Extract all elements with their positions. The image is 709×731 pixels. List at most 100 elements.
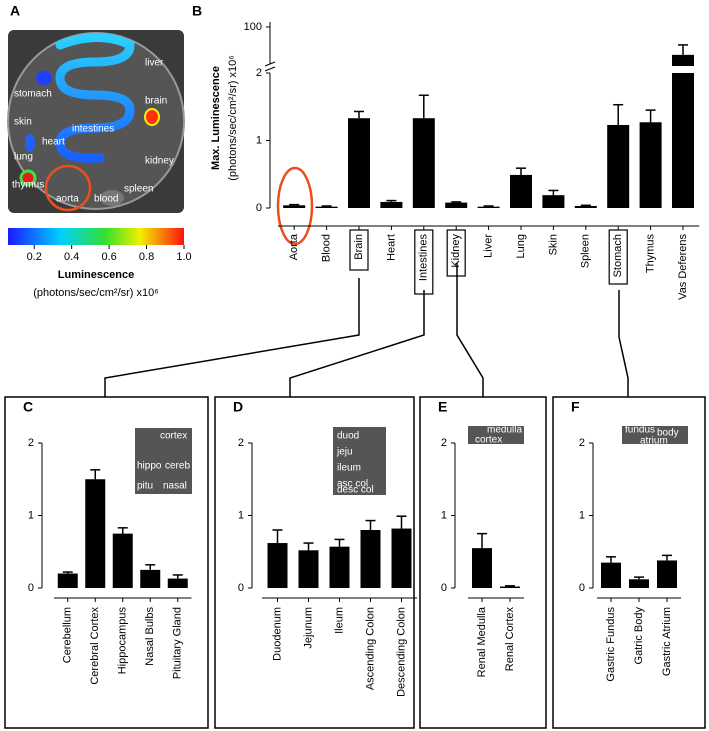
organ-label: liver <box>145 58 164 69</box>
bar <box>267 543 288 588</box>
y-tick-label: 0 <box>579 582 585 594</box>
bar <box>672 73 694 208</box>
y-tick-label: 0 <box>441 582 447 594</box>
x-tick-label: Ascending Colon <box>364 607 376 690</box>
y-tick-label: 2 <box>441 437 447 449</box>
colorbar <box>8 228 184 245</box>
colorbar-subtitle: (photons/sec/cm²/sr) x10⁶ <box>33 287 159 299</box>
bar <box>112 533 133 588</box>
panel-letter: D <box>233 399 243 415</box>
bar <box>672 54 694 66</box>
bar <box>607 124 630 208</box>
connectors <box>4 263 706 729</box>
organ-label: lung <box>14 152 33 163</box>
panel-letter: F <box>571 399 580 415</box>
bar <box>510 174 532 208</box>
x-tick-label: Lung <box>515 234 527 258</box>
bar <box>445 202 468 208</box>
bar <box>360 530 381 588</box>
x-tick-label: Ileum <box>333 607 345 634</box>
inset-label: duod <box>337 431 359 442</box>
inset-label: cortex <box>160 431 187 442</box>
organ-label: blood <box>94 194 118 205</box>
organ-label: stomach <box>14 89 52 100</box>
bar <box>348 118 370 208</box>
panel-letter: E <box>438 399 447 415</box>
y-tick-label: 100 <box>244 21 262 33</box>
bar <box>542 195 565 208</box>
bar <box>629 579 649 588</box>
organ-label: kidney <box>145 156 174 167</box>
x-tick-label: Renal Medulla <box>476 606 488 677</box>
category-box <box>608 229 628 285</box>
x-tick-label: Blood <box>321 234 333 262</box>
x-tick-label: Liver <box>483 234 495 258</box>
bar <box>601 562 621 588</box>
colorbar-tick-label: 0.6 <box>101 251 116 263</box>
x-tick-label: Duodenum <box>271 607 283 661</box>
x-tick-label: Nasal Bulbs <box>144 607 156 666</box>
bar <box>639 122 662 208</box>
inset-label: fundus <box>625 425 655 436</box>
x-tick-label: Kidney <box>450 234 462 268</box>
y-tick-label: 0 <box>256 202 262 214</box>
colorbar-title: Luminescence <box>58 269 134 281</box>
bar <box>315 206 338 208</box>
organ-label: thymus <box>12 180 44 191</box>
organ-label: intestines <box>72 124 114 135</box>
category-box <box>349 229 369 271</box>
inset-label: hippo <box>137 461 162 472</box>
aorta-highlight <box>276 166 314 246</box>
x-tick-label: Stomach <box>612 234 624 277</box>
x-tick-label: Gastric Atrium <box>661 607 673 676</box>
x-tick-label: Intestines <box>418 234 430 282</box>
colorbar-tick-label: 0.2 <box>27 251 42 263</box>
bar <box>329 546 350 588</box>
y-tick-label: 0 <box>238 582 244 594</box>
panel-letter: C <box>23 399 33 415</box>
y-tick-label: 1 <box>28 509 34 521</box>
panel-letter: B <box>192 3 202 19</box>
inset-label: asc col <box>337 479 368 490</box>
panel-letter: A <box>10 3 20 19</box>
y-axis-title: Max. Luminescence <box>210 66 222 170</box>
x-tick-label: Renal Cortex <box>504 607 516 672</box>
y-tick-label: 1 <box>256 134 262 146</box>
bar <box>57 573 78 588</box>
inset-label: medulla <box>487 425 522 436</box>
category-box <box>414 229 434 295</box>
bar <box>657 560 677 588</box>
organ-label: heart <box>42 137 65 148</box>
y-tick-label: 2 <box>238 437 244 449</box>
axis-break <box>264 66 276 72</box>
x-tick-label: Hippocampus <box>117 607 129 675</box>
inset-label: desc col <box>337 485 374 496</box>
bar <box>574 205 597 208</box>
organ-label: spleen <box>124 184 153 195</box>
inset-label: body <box>657 428 679 439</box>
x-tick-label: Gatric Body <box>633 607 645 665</box>
x-tick-label: Skin <box>547 234 559 255</box>
x-tick-label: Thymus <box>645 234 657 274</box>
axis-break <box>264 61 276 67</box>
insets <box>135 426 688 495</box>
colorbar-tick-label: 0.4 <box>64 251 79 263</box>
organ-label: aorta <box>56 194 79 205</box>
x-tick-label: Jejunum <box>302 607 314 649</box>
y-tick-label: 1 <box>238 509 244 521</box>
bar <box>391 528 412 588</box>
colorbar-tick-label: 0.8 <box>139 251 154 263</box>
x-tick-label: Gastric Fundus <box>605 607 617 682</box>
colorbar-tick-label: 1.0 <box>176 251 191 263</box>
x-tick-label: Spleen <box>580 234 592 268</box>
organ-label: brain <box>145 96 167 107</box>
bar <box>140 569 161 588</box>
bar <box>167 578 188 588</box>
x-tick-label: Heart <box>385 234 397 261</box>
y-axis-subtitle: (photons/sec/cm²/sr) x10⁶ <box>227 55 239 181</box>
bar <box>472 548 492 588</box>
y-tick-label: 2 <box>28 437 34 449</box>
y-tick-label: 0 <box>28 582 34 594</box>
inset-label: ileum <box>337 463 361 474</box>
